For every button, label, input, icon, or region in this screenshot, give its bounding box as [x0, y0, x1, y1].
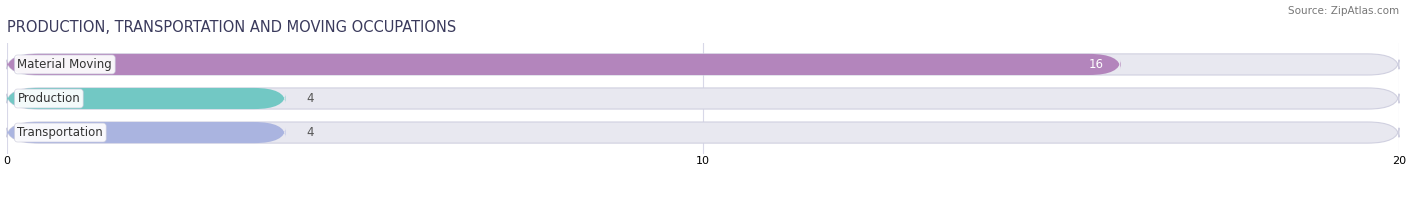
Text: Transportation: Transportation [17, 126, 103, 139]
Text: Production: Production [17, 92, 80, 105]
Text: PRODUCTION, TRANSPORTATION AND MOVING OCCUPATIONS: PRODUCTION, TRANSPORTATION AND MOVING OC… [7, 20, 457, 35]
FancyBboxPatch shape [7, 122, 1399, 143]
FancyBboxPatch shape [7, 54, 1399, 75]
Text: 16: 16 [1088, 58, 1104, 71]
FancyBboxPatch shape [7, 88, 285, 109]
FancyBboxPatch shape [7, 54, 1121, 75]
FancyBboxPatch shape [7, 88, 1399, 109]
Text: Material Moving: Material Moving [17, 58, 112, 71]
FancyBboxPatch shape [7, 122, 285, 143]
Text: 4: 4 [307, 126, 314, 139]
Text: 4: 4 [307, 92, 314, 105]
Text: Source: ZipAtlas.com: Source: ZipAtlas.com [1288, 6, 1399, 16]
